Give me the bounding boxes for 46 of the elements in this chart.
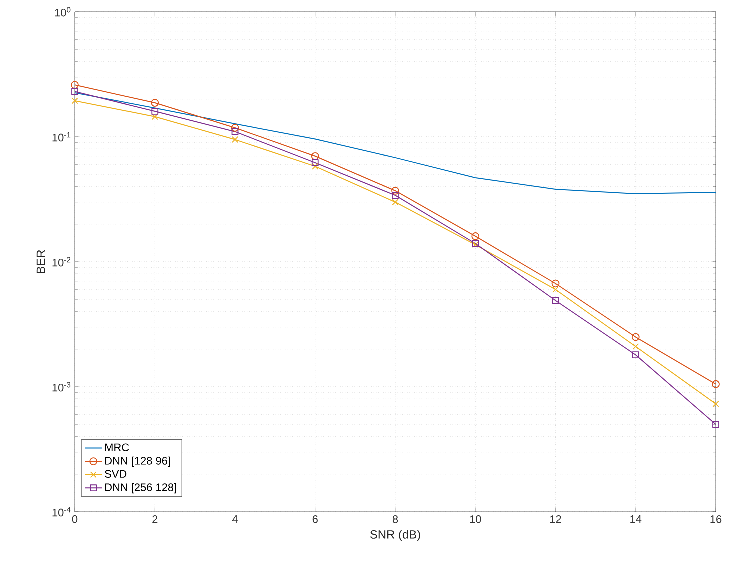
- y-tick-label: 10$^{-1}$: [52, 132, 71, 142]
- legend-label: SVD: [105, 470, 127, 478]
- point: [232, 128, 239, 136]
- point: [232, 136, 239, 144]
- point: [472, 232, 480, 240]
- point: [392, 187, 400, 195]
- point: [312, 163, 319, 170]
- line-series: [75, 92, 716, 195]
- x-tick-label: 6: [312, 516, 318, 524]
- y-axis-title: BER: [36, 250, 46, 274]
- point: [152, 108, 159, 115]
- point: [552, 297, 560, 304]
- point: [632, 333, 640, 342]
- x-tick-label: 4: [232, 516, 238, 524]
- point: [632, 343, 640, 350]
- x-tick-label: 2: [152, 516, 158, 524]
- legend-label: MRC: [106, 444, 130, 452]
- point: [311, 152, 320, 160]
- point: [152, 114, 158, 120]
- x-tick-label: 10: [470, 516, 482, 524]
- y-tick-label: 10$^{-4}$: [52, 507, 71, 517]
- point: [712, 421, 720, 428]
- point: [712, 380, 720, 388]
- legend-label: DNN [128 96]: [106, 456, 170, 468]
- x-tick-label: 8: [392, 516, 398, 524]
- point: [72, 88, 78, 96]
- y-tick-label: 10$^{0}$: [55, 7, 71, 17]
- point: [151, 99, 160, 107]
- point: [392, 199, 399, 206]
- x-tick-label: 0: [72, 516, 78, 524]
- point: [712, 400, 720, 408]
- point: [392, 192, 399, 200]
- x-tick-label: 12: [550, 516, 562, 524]
- x-tick-label: 16: [710, 516, 722, 524]
- x-tick-label: 14: [630, 516, 642, 524]
- y-tick-label: 10$^{-2}$: [52, 257, 71, 267]
- point: [72, 98, 78, 104]
- x-axis-title: SNR (dB): [370, 530, 420, 542]
- point: [552, 280, 560, 288]
- legend-label: DNN [256 128]: [106, 483, 176, 494]
- point: [71, 81, 79, 90]
- point: [231, 124, 240, 132]
- point: [312, 160, 319, 166]
- point: [632, 352, 640, 359]
- point: [552, 286, 560, 294]
- y-tick-label: 10$^{-3}$: [52, 382, 71, 392]
